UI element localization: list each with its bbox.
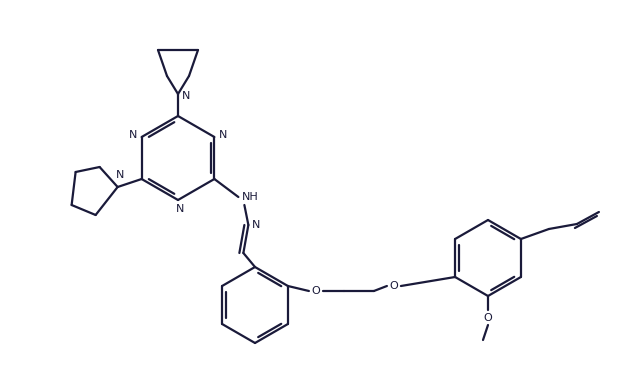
Text: O: O xyxy=(311,286,320,296)
Text: N: N xyxy=(128,130,137,140)
Text: O: O xyxy=(484,313,493,323)
Text: N: N xyxy=(219,130,228,140)
Text: NH: NH xyxy=(242,192,259,202)
Text: N: N xyxy=(176,204,184,214)
Text: N: N xyxy=(182,91,190,101)
Text: N: N xyxy=(116,170,124,180)
Text: N: N xyxy=(252,220,260,230)
Text: O: O xyxy=(389,281,398,291)
